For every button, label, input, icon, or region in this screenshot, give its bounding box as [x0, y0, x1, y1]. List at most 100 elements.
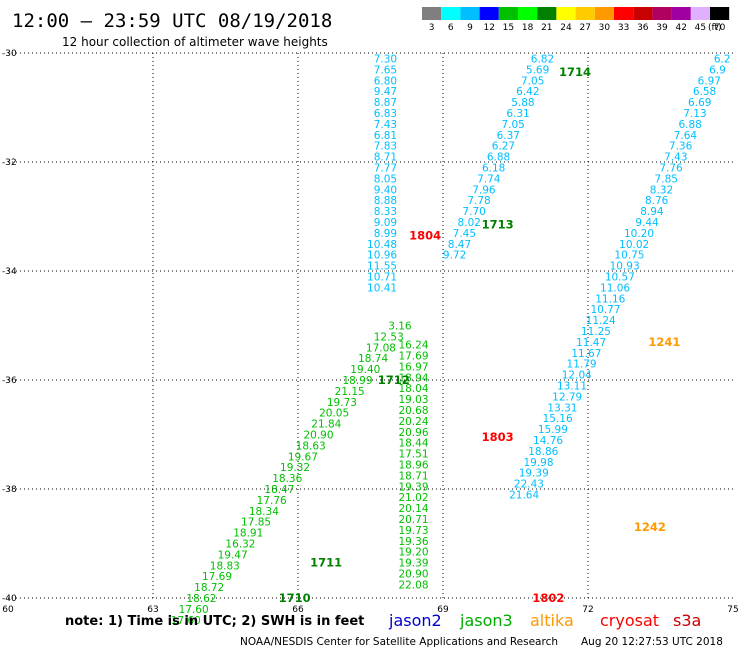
- wave-height-value: 10.77: [590, 304, 620, 316]
- wave-height-value: 19.36: [398, 536, 428, 548]
- satellite-tracks: 7.307.656.809.478.876.837.436.817.838.71…: [171, 53, 731, 626]
- wave-height-value: 19.98: [523, 457, 553, 469]
- orbit-number-label: 1714: [559, 65, 591, 79]
- wave-height-value: 18.74: [358, 353, 388, 365]
- legend-label: 9: [467, 23, 473, 33]
- wave-height-value: 7.74: [477, 173, 501, 185]
- wave-height-value: 6.2: [714, 53, 731, 65]
- wave-height-value: 9.47: [374, 86, 397, 98]
- wave-height-value: 21.64: [509, 489, 539, 501]
- footer-credit: NOAA/NESDIS Center for Satellite Applica…: [240, 636, 558, 648]
- orbit-number-label: 1712: [378, 373, 410, 387]
- legend-label: 15: [503, 23, 514, 33]
- wave-height-value: 10.96: [367, 250, 397, 262]
- wave-height-value: 7.65: [374, 64, 397, 76]
- wave-height-value: 6.42: [516, 86, 539, 98]
- legend-swatch: [537, 7, 557, 20]
- wave-height-value: 8.76: [645, 195, 669, 207]
- y-tick-label: -32: [2, 158, 17, 168]
- legend-swatch: [441, 7, 461, 20]
- wave-height-value: 19.47: [218, 549, 248, 561]
- orbit-labels: 1714 1713 1804 1712 1803 1711 1710 1802 1241 1242: [279, 65, 681, 605]
- wave-height-value: 18.72: [194, 582, 224, 594]
- wave-height-value: 20.24: [398, 416, 428, 428]
- wave-height-value: 17.08: [366, 342, 396, 354]
- wave-height-value: 15.16: [543, 413, 573, 425]
- wave-height-value: 7.36: [669, 141, 693, 153]
- wave-height-value: 13.31: [547, 402, 577, 414]
- wave-height-value: 14.76: [533, 435, 563, 447]
- wave-height-value: 22.08: [398, 579, 428, 591]
- wave-height-value: 9.09: [374, 217, 397, 229]
- legend-swatch: [498, 7, 518, 20]
- wave-height-value: 6.82: [531, 53, 554, 65]
- legend-label: 42: [675, 23, 686, 33]
- chart-subtitle: 12 hour collection of altimeter wave hei…: [62, 35, 328, 49]
- wave-height-value: 7.85: [655, 173, 678, 185]
- wave-height-value: 7.05: [501, 119, 524, 131]
- x-tick-label: 72: [582, 605, 593, 615]
- wave-height-value: 18.94: [398, 372, 428, 384]
- legend-label: 39: [656, 23, 668, 33]
- x-tick-label: 60: [2, 605, 14, 615]
- wave-height-value: 7.77: [374, 162, 397, 174]
- wave-height-value: 17.60: [171, 615, 201, 627]
- orbit-number-label: 1804: [409, 229, 441, 243]
- wave-height-value: 19.32: [280, 462, 310, 474]
- legend-swatch: [690, 7, 710, 20]
- wave-height-value: 7.43: [374, 119, 397, 131]
- wave-height-value: 8.87: [374, 97, 397, 109]
- legend-swatch: [575, 7, 595, 20]
- wave-height-value: 7.76: [659, 162, 683, 174]
- x-tick-label: 75: [727, 605, 738, 615]
- orbit-number-label: 1241: [648, 335, 680, 349]
- wave-height-value: 8.99: [374, 228, 397, 240]
- wave-height-value: 8.05: [374, 173, 397, 185]
- legend-swatch: [633, 7, 653, 20]
- wave-height-value: 7.64: [674, 130, 698, 142]
- wave-height-value: 20.68: [398, 405, 428, 417]
- wave-height-value: 8.02: [458, 217, 481, 229]
- legend-label: 30: [599, 23, 611, 33]
- wave-height-value: 11.06: [600, 282, 630, 294]
- wave-height-value: 7.78: [467, 195, 490, 207]
- x-tick-label: 66: [292, 605, 304, 615]
- wave-height-value: 20.14: [398, 503, 428, 515]
- satellite-legend-altika: altika: [530, 611, 574, 630]
- wave-height-value: 6.69: [688, 97, 711, 109]
- wave-height-value: 18.91: [233, 528, 263, 540]
- wave-height-value: 19.73: [398, 525, 428, 537]
- legend-label: 33: [618, 23, 629, 33]
- legend-swatch: [556, 7, 576, 20]
- wave-height-value: 10.57: [605, 271, 635, 283]
- wave-height-value: 22.43: [514, 479, 544, 491]
- wave-height-value: 18.44: [398, 438, 428, 450]
- wave-height-value: 8.71: [374, 152, 397, 164]
- footer-timestamp: Aug 20 12:27:53 UTC 2018: [581, 636, 723, 648]
- wave-height-value: 8.88: [374, 195, 397, 207]
- legend-swatch: [614, 7, 634, 20]
- wave-height-value: 20.96: [398, 427, 428, 439]
- wave-height-value: 8.33: [374, 206, 397, 218]
- wave-height-value: 12.04: [562, 370, 592, 382]
- wave-height-value: 11.24: [586, 315, 616, 327]
- wave-height-value: 18.86: [528, 446, 558, 458]
- wave-height-value: 10.71: [367, 271, 397, 283]
- wave-height-value: 18.36: [272, 473, 302, 485]
- legend-label: 70: [714, 23, 726, 33]
- satellite-legend: jason2 jason3 altika cryosat s3a: [388, 611, 701, 630]
- wave-height-value: 8.94: [640, 206, 664, 218]
- wave-height-value: 18.83: [210, 560, 240, 572]
- wave-height-value: 16.97: [398, 361, 428, 373]
- legend-swatch: [518, 7, 538, 20]
- wave-height-value: 7.30: [374, 53, 397, 65]
- wave-height-value: 10.75: [614, 250, 644, 262]
- wave-height-value: 7.13: [683, 108, 706, 120]
- wave-height-value: 6.18: [482, 162, 505, 174]
- legend-swatch: [422, 7, 442, 20]
- wave-height-value: 11.47: [576, 337, 606, 349]
- legend-swatch: [594, 7, 614, 20]
- wave-height-value: 21.15: [335, 386, 365, 398]
- wave-height-value: 19.39: [519, 468, 549, 480]
- wave-height-value: 9.72: [443, 250, 466, 262]
